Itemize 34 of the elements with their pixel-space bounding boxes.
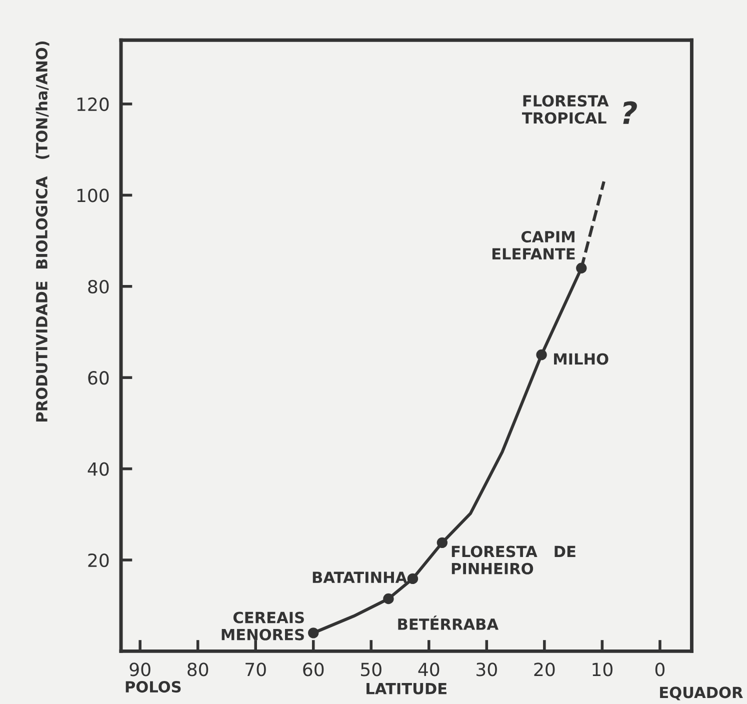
point <box>383 593 394 604</box>
x-tick-label: 70 <box>246 662 266 676</box>
y-tick-label: 80 <box>88 280 109 294</box>
x-tick-label: 80 <box>188 662 208 676</box>
y-tick-label: 120 <box>77 97 109 112</box>
point <box>536 349 547 360</box>
x-axis-title: LATITUDE <box>366 683 446 694</box>
annotation: BETÉRRABA <box>398 616 498 630</box>
y-tick-label: 100 <box>77 188 109 202</box>
annotation: FLORESTA TROPICAL <box>522 95 609 124</box>
point <box>436 537 448 548</box>
annotation: FLORESTA DE PINHEIRO <box>452 546 576 574</box>
annotation: CEREAIS MENORES <box>222 612 304 640</box>
annotation: BATATINHA <box>312 572 408 583</box>
x-tick-label: 40 <box>418 662 440 676</box>
annotation: ? <box>623 101 637 124</box>
point <box>576 262 587 274</box>
point <box>308 628 319 638</box>
annotation: MILHO <box>554 353 608 365</box>
x-tick-label: 0 <box>655 662 664 676</box>
y-axis-title: PRODUTIVIDADE BIOLOGICA (TON/ha/ANO) <box>36 41 50 422</box>
annotation: CAPIM ELEFANTE <box>492 230 575 260</box>
point <box>407 573 418 584</box>
text: POLOS <box>126 681 181 693</box>
x-tick-label: 30 <box>476 662 497 676</box>
x-tick-label: 50 <box>361 662 382 676</box>
y-tick-label: 40 <box>88 462 109 476</box>
x-tick-label: 20 <box>534 662 555 676</box>
x-tick-label: 60 <box>303 662 324 676</box>
x-tick-label: 90 <box>130 662 150 676</box>
text: EQUADOR <box>660 686 743 700</box>
x-tick-label: 10 <box>592 662 612 676</box>
y-tick-label: 60 <box>88 371 109 385</box>
y-tick-label: 20 <box>88 553 109 568</box>
